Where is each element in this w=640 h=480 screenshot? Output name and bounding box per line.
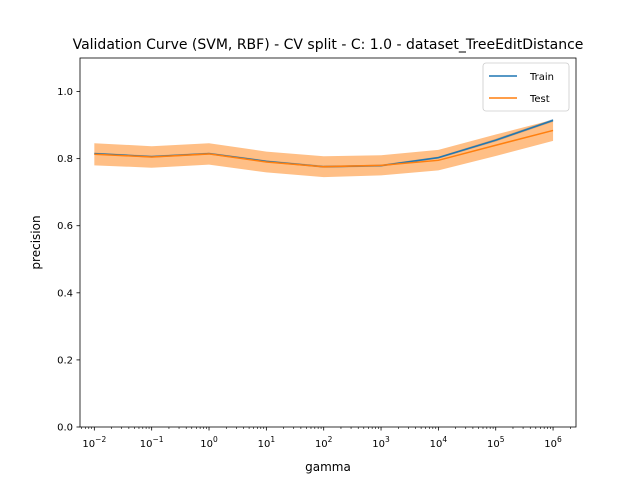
x-tick-label: 101 <box>258 435 276 450</box>
x-tick-label: 10−2 <box>82 435 106 450</box>
plot-frame <box>79 57 577 428</box>
legend-test-label: Test <box>529 94 550 105</box>
x-tick-label: 105 <box>487 435 505 450</box>
y-tick-label: 0.4 <box>57 288 73 299</box>
y-tick-label: 0.8 <box>57 154 73 165</box>
chart-title: Validation Curve (SVM, RBF) - CV split -… <box>73 37 584 53</box>
series-lines <box>94 119 554 168</box>
confidence-bands <box>94 119 554 178</box>
y-tick-label: 0.6 <box>57 221 73 232</box>
y-tick-label: 0.2 <box>57 355 73 366</box>
legend-train-label: Train <box>529 72 554 83</box>
y-tick-label: 1.0 <box>57 87 73 98</box>
y-axis-label: precision <box>29 215 43 269</box>
legend: Train Test <box>482 62 570 112</box>
x-axis-ticks: 10−2 10−1 100 101 102 103 104 105 106 <box>81 427 571 450</box>
x-tick-label: 103 <box>372 435 390 450</box>
x-axis-label: gamma <box>305 460 351 474</box>
x-tick-label: 10−1 <box>140 435 164 450</box>
x-tick-label: 100 <box>200 435 218 450</box>
x-tick-label: 102 <box>315 435 333 450</box>
series-line-test <box>94 129 554 168</box>
x-tick-label: 104 <box>430 435 448 450</box>
band-test <box>94 119 554 178</box>
y-tick-label: 0.0 <box>57 423 73 434</box>
x-tick-label: 106 <box>544 435 562 450</box>
y-axis-ticks: 0.0 0.2 0.4 0.6 0.8 1.0 <box>57 87 80 434</box>
legend-box <box>482 62 570 112</box>
